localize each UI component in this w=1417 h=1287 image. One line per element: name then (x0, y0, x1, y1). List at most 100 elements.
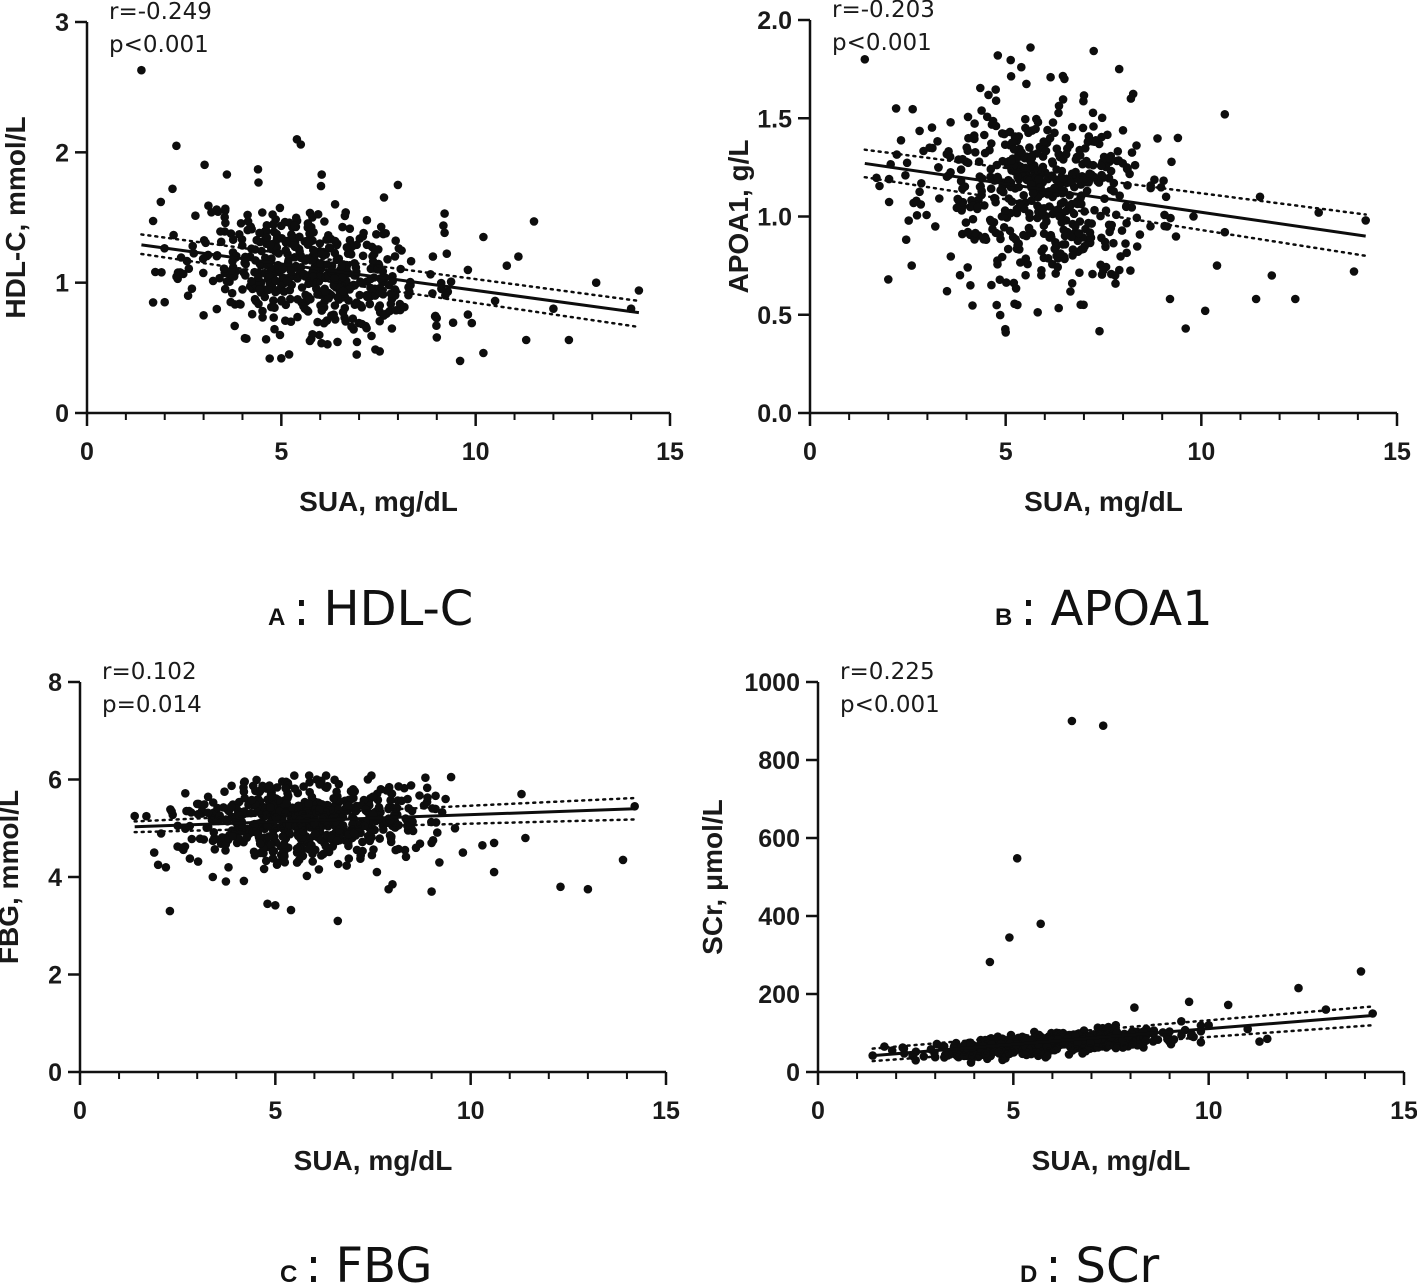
data-point (1039, 229, 1049, 238)
data-point (263, 899, 272, 909)
data-point (259, 864, 269, 874)
data-point (264, 285, 273, 295)
data-point (337, 261, 347, 271)
data-point (310, 829, 320, 838)
data-point (1005, 226, 1015, 236)
data-point (305, 778, 314, 787)
data-point (221, 877, 231, 886)
data-point (860, 55, 870, 64)
data-point (442, 249, 452, 258)
data-point (1060, 231, 1070, 241)
y-axis-title: HDL-C, mmol/L (0, 116, 31, 318)
data-point (1078, 123, 1088, 133)
data-point (441, 794, 450, 804)
x-tick-label: 5 (999, 438, 1013, 466)
data-point (1097, 132, 1106, 142)
data-point (281, 784, 290, 793)
data-point (228, 257, 237, 266)
data-point (952, 203, 962, 213)
data-point (390, 252, 400, 261)
data-point (422, 783, 432, 793)
data-point (372, 867, 382, 877)
data-point (313, 210, 323, 219)
y-axis-title: FBG, mmol/L (0, 790, 24, 964)
data-point (993, 51, 1003, 60)
data-point (1048, 118, 1058, 127)
data-point (1132, 141, 1141, 150)
data-point (365, 299, 375, 309)
data-point (985, 957, 995, 967)
data-point (241, 271, 250, 280)
data-point (315, 330, 324, 340)
data-point (634, 286, 644, 295)
scatter-points (868, 716, 1377, 1067)
data-point (996, 186, 1005, 195)
data-point (1041, 146, 1051, 156)
data-point (192, 799, 202, 809)
data-point (1021, 114, 1030, 124)
data-point (299, 782, 308, 791)
data-point (212, 304, 222, 314)
data-point (215, 273, 224, 283)
data-point (308, 857, 318, 866)
data-point (1161, 192, 1171, 202)
data-point (350, 786, 359, 796)
data-point (1045, 133, 1055, 143)
data-point (1085, 228, 1095, 237)
data-point (901, 171, 910, 180)
data-point (1026, 43, 1035, 52)
data-point (479, 348, 488, 358)
chart-panel-b: 0 5 10 15 0.0 0.5 1.0 1.5 2.0 SUA, mg/dL APOA1, g/… (723, 0, 1411, 637)
x-tick-label: 0 (80, 438, 94, 466)
data-point (293, 801, 303, 811)
data-point (227, 288, 237, 298)
data-point (968, 301, 977, 310)
data-point (1047, 233, 1056, 242)
data-point (1005, 933, 1014, 942)
data-point (371, 345, 380, 354)
data-point (191, 211, 200, 220)
panel-letter: B (995, 604, 1012, 631)
data-point (1110, 271, 1120, 280)
data-point (1177, 1017, 1186, 1026)
data-point (324, 294, 334, 303)
data-point (1083, 137, 1093, 147)
data-point (324, 243, 334, 252)
data-point (1027, 153, 1037, 163)
y-tick-label: 8 (48, 669, 62, 697)
data-point (521, 833, 530, 843)
data-point (934, 163, 943, 172)
data-point (992, 300, 1001, 310)
data-point (971, 148, 980, 157)
y-tick-label: 0 (786, 1059, 800, 1087)
stat-r: r=0.102 (102, 659, 197, 685)
data-point (283, 791, 293, 801)
data-point (262, 233, 272, 242)
data-point (1046, 72, 1055, 82)
stat-p: p<0.001 (840, 692, 940, 718)
data-point (1065, 140, 1075, 150)
data-point (1314, 208, 1323, 217)
data-point (403, 794, 412, 804)
data-point (270, 324, 279, 334)
data-point (262, 221, 272, 230)
data-point (1017, 62, 1026, 72)
data-point (942, 286, 952, 296)
data-point (955, 270, 965, 280)
panel-caption-separator: : (1045, 1238, 1061, 1287)
data-point (309, 245, 318, 255)
data-point (988, 224, 997, 234)
data-point (1220, 110, 1230, 119)
data-point (299, 301, 308, 311)
data-point (935, 194, 944, 203)
data-point (1024, 224, 1034, 233)
data-point (401, 852, 411, 862)
panel-caption-text: HDL-C (324, 581, 474, 637)
stat-r: r=-0.203 (832, 0, 935, 23)
data-point (235, 299, 244, 309)
y-tick-label: 400 (758, 903, 800, 931)
data-point (975, 182, 985, 192)
y-tick-label: 3 (55, 9, 69, 37)
data-point (203, 792, 213, 802)
